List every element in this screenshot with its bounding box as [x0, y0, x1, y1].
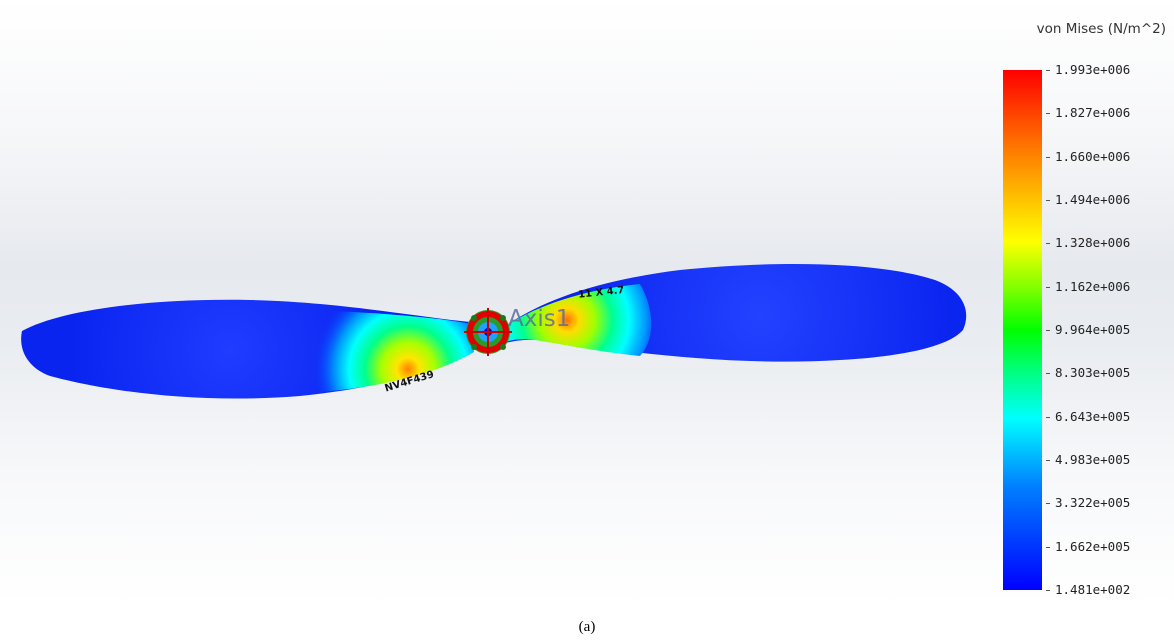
colorbar-tick [1046, 590, 1050, 591]
blade-engraving-right: 11 X 4.7 [578, 285, 625, 301]
colorbar-tick [1046, 286, 1050, 288]
colorbar-tick [1046, 113, 1050, 115]
colorbar-tick [1046, 503, 1050, 505]
colorbar-tick-label: 3.322e+005 [1055, 495, 1131, 511]
colorbar-tick-label: 8.303e+005 [1055, 365, 1131, 381]
graphics-viewport[interactable]: NV4F439 11 X 4.7 Axis1 [0, 0, 1174, 606]
colorbar-tick [1046, 373, 1050, 375]
colorbar-tick-label: 1.494e+006 [1055, 192, 1131, 207]
colorbar-tick-label: 6.643e+005 [1055, 408, 1131, 424]
colorbar-tick [1046, 156, 1050, 158]
colorbar-tick [1046, 330, 1050, 331]
colorbar-tick [1046, 546, 1050, 548]
propeller-model[interactable]: NV4F439 11 X 4.7 [0, 0, 1174, 606]
colorbar-tick [1046, 460, 1050, 461]
left-blade-stress [298, 310, 474, 392]
hub [464, 308, 512, 356]
colorbar-tick-label: 1.827e+006 [1055, 105, 1131, 121]
figure-caption: (a) [578, 619, 596, 635]
colorbar-tick-label: 9.964e+005 [1055, 322, 1131, 337]
colorbar-tick [1046, 70, 1050, 71]
right-blade-stress [500, 284, 652, 356]
colorbar-tick-label: 4.983e+005 [1055, 452, 1131, 467]
legend-title: von Mises (N/m^2) [1036, 21, 1166, 37]
colorbar-tick-label: 1.481e+002 [1055, 582, 1131, 597]
axis-label: Axis1 [508, 306, 571, 332]
colorbar-tick [1046, 200, 1050, 201]
colorbar-tick-label: 1.993e+006 [1055, 62, 1131, 77]
colorbar-tick-label: 1.660e+006 [1055, 148, 1131, 164]
stress-colorbar [1003, 70, 1042, 590]
colorbar-tick-label: 1.162e+006 [1055, 278, 1131, 294]
colorbar-tick-label: 1.328e+006 [1055, 235, 1131, 251]
colorbar-tick [1046, 243, 1050, 245]
colorbar-tick-label: 1.662e+005 [1055, 538, 1131, 554]
colorbar-tick [1046, 416, 1050, 418]
